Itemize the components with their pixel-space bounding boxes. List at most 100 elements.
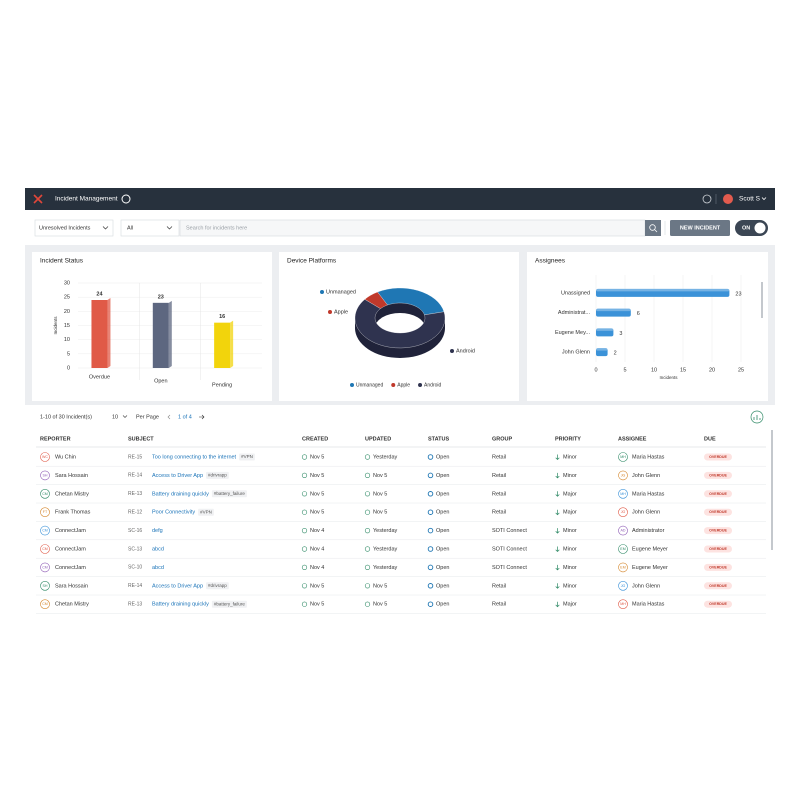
created: Nov 4 bbox=[310, 528, 324, 534]
clock-icon bbox=[301, 509, 308, 515]
due-badge bbox=[704, 563, 732, 571]
legend-dot bbox=[418, 383, 423, 387]
status-icon bbox=[427, 472, 434, 479]
status: Open bbox=[436, 473, 449, 479]
search-button[interactable] bbox=[645, 220, 661, 236]
avatar bbox=[40, 562, 50, 573]
x-tick-label: 10 bbox=[651, 367, 657, 373]
x-tick-label: 0 bbox=[594, 367, 597, 373]
priority-icon bbox=[555, 583, 560, 589]
incident-id: RE-14 bbox=[128, 583, 142, 589]
panel-title: Incident Status bbox=[40, 258, 84, 265]
subject[interactable]: abcd bbox=[152, 565, 164, 571]
search-icon[interactable] bbox=[654, 229, 658, 233]
label-dot bbox=[320, 290, 324, 294]
user-name[interactable]: Scott S bbox=[739, 196, 761, 203]
scrollbar[interactable] bbox=[761, 282, 763, 318]
avatar-initials: EM bbox=[620, 547, 625, 551]
subject[interactable]: Access to Driver App bbox=[152, 473, 203, 479]
subject[interactable]: Battery draining quickly bbox=[152, 602, 209, 608]
search-icon[interactable] bbox=[649, 224, 656, 231]
chevron[interactable] bbox=[102, 226, 109, 230]
column-header[interactable]: SUBJECT bbox=[128, 436, 154, 442]
toggle-label[interactable]: ON bbox=[742, 225, 750, 231]
avatar bbox=[618, 488, 628, 499]
due: OVERDUE bbox=[709, 510, 727, 514]
due-badge bbox=[704, 600, 732, 608]
user-chevron[interactable] bbox=[761, 197, 767, 201]
scope-filter[interactable] bbox=[120, 219, 180, 237]
due: OVERDUE bbox=[709, 584, 727, 588]
toggle-knob[interactable] bbox=[754, 222, 766, 234]
clock-icon bbox=[301, 601, 308, 607]
value-label: 24 bbox=[96, 291, 103, 297]
avatar-initials: CM bbox=[42, 565, 48, 569]
priority: Minor bbox=[563, 454, 577, 460]
column-header[interactable]: REPORTER bbox=[40, 436, 71, 442]
column-header[interactable]: STATUS bbox=[428, 436, 450, 442]
chevron[interactable] bbox=[166, 226, 173, 230]
help-icon[interactable] bbox=[702, 194, 712, 204]
priority: Minor bbox=[563, 528, 577, 534]
column-header[interactable]: ASSIGNEE bbox=[618, 436, 647, 442]
column-header[interactable]: PRIORITY bbox=[555, 436, 581, 442]
column-header[interactable]: GROUP bbox=[492, 436, 513, 442]
due: OVERDUE bbox=[709, 565, 727, 569]
new-incident-label[interactable]: NEW INCIDENT bbox=[680, 225, 721, 231]
label-dot bbox=[450, 349, 454, 353]
y-tick-label: 20 bbox=[64, 309, 70, 315]
avatar-initials: WC bbox=[42, 455, 48, 459]
tag-chip bbox=[206, 471, 229, 479]
assignee: Maria Hastas bbox=[632, 602, 665, 608]
logo[interactable] bbox=[33, 194, 43, 204]
x-tick-label: 25 bbox=[738, 367, 744, 373]
y-tick-label: 0 bbox=[67, 365, 70, 371]
tag-chip bbox=[211, 490, 247, 498]
chevron[interactable] bbox=[122, 415, 128, 418]
subject[interactable]: Poor Connectivity bbox=[152, 510, 195, 516]
priority-icon bbox=[555, 601, 560, 608]
view-filter[interactable] bbox=[34, 219, 114, 237]
subject[interactable]: defg bbox=[152, 528, 163, 534]
search-box[interactable] bbox=[179, 219, 646, 237]
group: Retail bbox=[492, 454, 506, 460]
group: SOTI Connect bbox=[492, 528, 527, 534]
new-incident-button[interactable] bbox=[670, 220, 730, 236]
scope-filter-label[interactable]: All bbox=[127, 225, 133, 231]
avatar bbox=[40, 470, 50, 481]
status: Open bbox=[436, 546, 449, 552]
view-filter-label[interactable]: Unresolved Incidents bbox=[39, 225, 91, 231]
subject[interactable]: abcd bbox=[152, 546, 164, 552]
status-icon bbox=[427, 601, 434, 607]
created: Nov 4 bbox=[310, 565, 324, 571]
subject[interactable]: Access to Driver App bbox=[152, 583, 203, 589]
page-indicator[interactable]: 1 of 4 bbox=[178, 414, 192, 420]
status: Open bbox=[436, 454, 449, 460]
prev-page[interactable] bbox=[167, 414, 171, 420]
user-avatar[interactable] bbox=[723, 194, 733, 204]
x-tick-label: Overdue bbox=[89, 374, 110, 380]
column-header[interactable]: CREATED bbox=[302, 436, 328, 442]
tag-chip bbox=[239, 453, 255, 461]
y-tick-label: Administrat... bbox=[558, 310, 591, 316]
clock-icon bbox=[364, 472, 371, 479]
column-header[interactable]: DUE bbox=[704, 436, 716, 442]
status: Open bbox=[436, 510, 449, 516]
due-badge bbox=[704, 545, 732, 553]
per-page-value[interactable]: 10 bbox=[112, 414, 118, 420]
updated: Nov 5 bbox=[373, 491, 387, 497]
chart-toggle-icon[interactable] bbox=[753, 415, 761, 420]
scrollbar[interactable] bbox=[771, 430, 773, 550]
search-placeholder[interactable]: Search for incidents here bbox=[186, 225, 247, 231]
bar-side bbox=[230, 320, 234, 368]
next-page[interactable] bbox=[199, 414, 205, 420]
reporter: ConnectJam bbox=[55, 528, 86, 534]
column-header[interactable]: UPDATED bbox=[365, 436, 391, 442]
subject[interactable]: Too long connecting to the internet bbox=[152, 454, 237, 460]
clock-icon bbox=[301, 454, 308, 460]
priority: Minor bbox=[563, 565, 577, 571]
due-badge bbox=[704, 582, 732, 590]
headset-icon[interactable] bbox=[121, 194, 131, 204]
subject[interactable]: Battery draining quickly bbox=[152, 491, 209, 497]
label-dot bbox=[328, 310, 332, 314]
